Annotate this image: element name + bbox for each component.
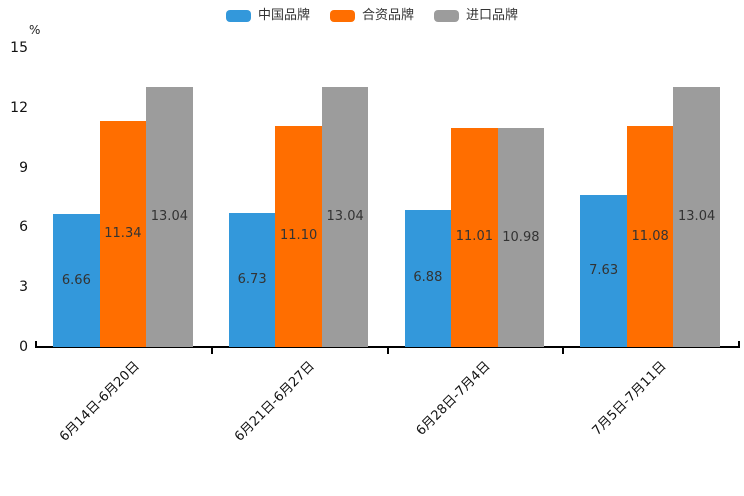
legend-label: 中国品牌 xyxy=(257,8,310,23)
bar-进口品牌-1 xyxy=(146,87,193,347)
bar-中国品牌-4 xyxy=(580,194,627,347)
x-category-label: 6月28日-7月4日 xyxy=(413,358,494,439)
bar-合资品牌-4 xyxy=(626,126,674,347)
legend-label: 进口品牌 xyxy=(466,8,519,23)
legend-item-3[interactable]: 进口品牌 xyxy=(434,7,518,25)
x-tick xyxy=(562,348,565,354)
legend-swatch-icon xyxy=(225,10,251,22)
y-tick-label: 12 xyxy=(10,99,28,116)
bar-value-label: 11.34 xyxy=(104,225,142,241)
bar-合资品牌-2 xyxy=(275,125,322,347)
y-tick-label: 3 xyxy=(19,279,28,296)
bar-value-label: 11.01 xyxy=(455,229,493,245)
bar-进口品牌-3 xyxy=(497,128,545,347)
bar-中国品牌-1 xyxy=(53,214,100,347)
x-axis-end-cap xyxy=(738,341,740,346)
bar-value-label: 6.88 xyxy=(413,270,443,286)
y-axis-unit-label: % xyxy=(29,23,41,37)
y-tick-label: 0 xyxy=(19,339,28,355)
x-category-label: 7月5日-7月11日 xyxy=(589,358,670,439)
x-category-label: 6月21日-6月27日 xyxy=(232,358,319,445)
y-tick-label: 9 xyxy=(19,159,28,176)
legend-swatch-icon xyxy=(434,10,459,22)
y-tick-label: 6 xyxy=(19,219,28,236)
x-category-label: 6月14日-6月20日 xyxy=(56,358,143,445)
bar-value-label: 11.08 xyxy=(631,228,669,244)
bar-中国品牌-2 xyxy=(228,212,276,347)
bar-value-label: 13.04 xyxy=(326,209,364,225)
bar-合资品牌-1 xyxy=(99,120,147,347)
x-axis-line xyxy=(35,346,740,348)
bar-value-label: 10.98 xyxy=(502,229,540,245)
x-tick xyxy=(386,348,389,354)
legend-item-1[interactable]: 中国品牌 xyxy=(225,7,310,25)
bar-进口品牌-4 xyxy=(673,87,720,347)
bar-value-label: 6.66 xyxy=(61,272,91,288)
x-tick xyxy=(210,348,213,354)
legend-swatch-icon xyxy=(329,10,355,22)
bar-value-label: 13.04 xyxy=(150,209,188,225)
bar-value-label: 11.10 xyxy=(280,228,318,244)
bar-value-label: 13.04 xyxy=(678,209,716,225)
x-axis-end-cap xyxy=(35,341,37,346)
legend: 中国品牌 合资品牌 进口品牌 xyxy=(0,7,744,25)
bar-value-label: 7.63 xyxy=(589,262,619,278)
bar-value-label: 6.73 xyxy=(237,271,267,287)
bar-合资品牌-3 xyxy=(451,127,498,347)
bar-进口品牌-2 xyxy=(321,87,369,347)
legend-item-2[interactable]: 合资品牌 xyxy=(329,7,414,25)
bar-中国品牌-3 xyxy=(404,209,452,347)
y-tick-label: 15 xyxy=(10,40,28,56)
legend-label: 合资品牌 xyxy=(361,8,414,23)
